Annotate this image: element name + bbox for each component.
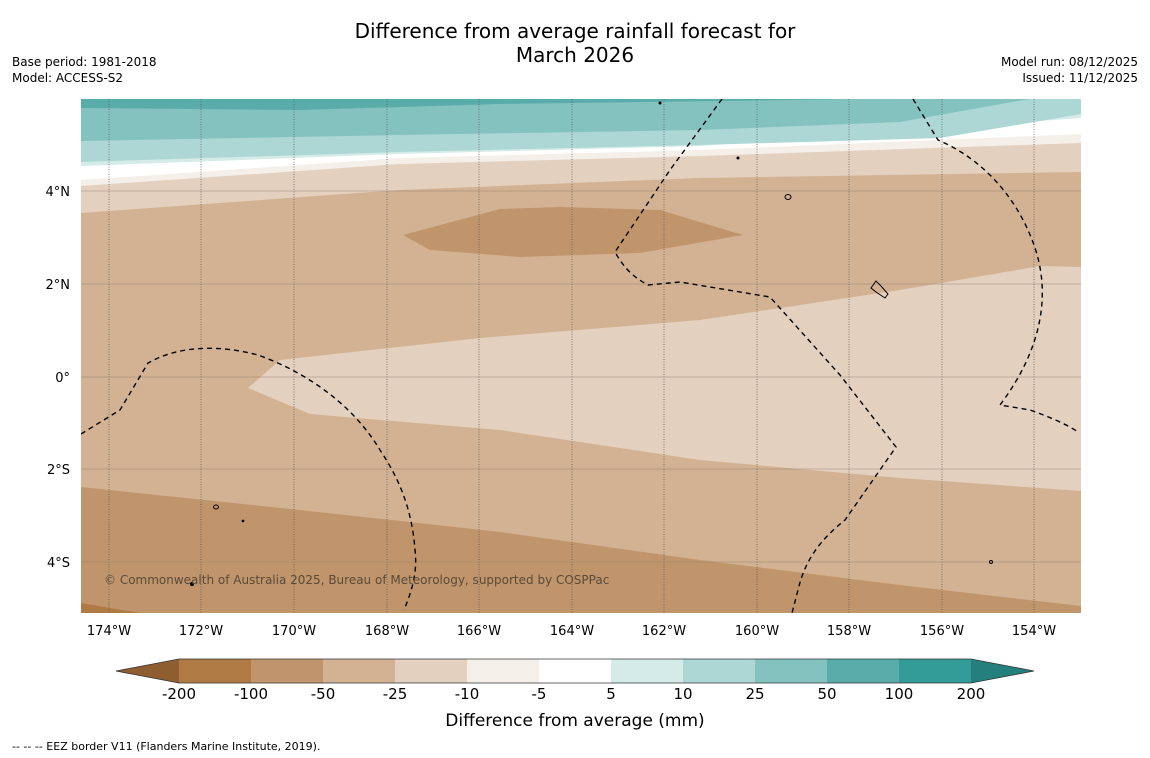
lon-label-172w: 172°W (179, 624, 223, 639)
colorbar-label-6: -5 (532, 685, 547, 703)
colorbar-outline (115, 658, 1035, 684)
colorbar-extend-low (116, 659, 179, 683)
title-line-2: March 2026 (515, 43, 635, 67)
issued-text: Issued: 11/12/2025 (1022, 71, 1138, 85)
colorbar-label-8: 10 (673, 685, 692, 703)
colorbar-segment-10 (827, 659, 899, 683)
region-dry-strong-south (81, 487, 1081, 613)
island-north (784, 194, 792, 200)
island-southeast (989, 560, 993, 564)
lat-label-2n: 2°N (46, 278, 71, 293)
lat-label-2s: 2°S (47, 463, 70, 478)
region-dry-very-strong-corner (81, 603, 140, 613)
colorbar-segment-2 (251, 659, 323, 683)
colorbar-label-10: 50 (817, 685, 836, 703)
copyright-notice: © Commonwealth of Australia 2025, Bureau… (104, 573, 609, 587)
colorbar-segment-5 (467, 659, 539, 683)
colorbar-segment-9 (755, 659, 827, 683)
title-line-1: Difference from average rainfall forecas… (354, 19, 796, 43)
region-wet-moderate (81, 99, 1030, 141)
lat-label-4n: 4°N (46, 185, 71, 200)
longitude-gridlines (108, 99, 1035, 613)
colorbar-label-9: 25 (745, 685, 764, 703)
latitude-labels: 4°N 2°N 0° 2°S 4°S (46, 185, 71, 571)
model-info: Base period: 1981-2018 Model: ACCESS-S2 (12, 54, 157, 86)
lon-label-156w: 156°W (920, 624, 964, 639)
lon-label-162w: 162°W (642, 624, 686, 639)
colorbar-extend-high (971, 659, 1034, 683)
colorbar-label-7: 5 (606, 685, 616, 703)
colorbar-segment-11 (899, 659, 971, 683)
colorbar-label-11: 100 (885, 685, 914, 703)
base-period-text: Base period: 1981-2018 (12, 55, 157, 69)
lon-label-170w: 170°W (272, 624, 316, 639)
colorbar-segment-1 (179, 659, 251, 683)
colorbar-label-1: -200 (162, 685, 196, 703)
colorbar-segment-7 (611, 659, 683, 683)
island-dot-central (736, 156, 740, 160)
longitude-labels: 174°W 172°W 170°W 168°W 166°W 164°W 162°… (87, 624, 1056, 639)
eez-border-east (912, 99, 1079, 433)
run-info: Model run: 08/12/2025 Issued: 11/12/2025 (1001, 54, 1138, 86)
lon-label-154w: 154°W (1012, 624, 1056, 639)
eez-borders (81, 99, 1079, 613)
island-south (190, 582, 194, 586)
eez-border-west (81, 347, 417, 611)
colorbar-segment-3 (323, 659, 395, 683)
island-dot-west (241, 519, 245, 523)
colorbar-label-12: 200 (957, 685, 986, 703)
colorbar-label-3: -50 (311, 685, 336, 703)
model-name-text: Model: ACCESS-S2 (12, 71, 124, 85)
colorbar-label-2: -100 (234, 685, 268, 703)
islands (190, 101, 993, 586)
colorbar-segment-8 (683, 659, 755, 683)
colorbar-title: Difference from average (mm) (445, 711, 704, 731)
lon-label-158w: 158°W (827, 624, 871, 639)
lon-label-174w: 174°W (87, 624, 131, 639)
map-panel: © Commonwealth of Australia 2025, Bureau… (81, 99, 1081, 613)
model-run-text: Model run: 08/12/2025 (1000, 55, 1138, 69)
colorbar-segment-4 (395, 659, 467, 683)
eez-border-central (614, 99, 897, 613)
lon-label-166w: 166°W (457, 624, 501, 639)
lat-label-equator: 0° (55, 371, 70, 386)
island-southwest (213, 504, 219, 510)
lon-label-160w: 160°W (735, 624, 779, 639)
region-dry-light-equator (248, 266, 1081, 491)
colorbar: -200 -100 -50 -25 -10 -5 5 10 25 50 100 … (115, 658, 1035, 731)
region-dry-strong-north (403, 207, 743, 257)
lat-label-4s: 4°S (47, 556, 70, 571)
eez-footnote: -- -- -- EEZ border V11 (Flanders Marine… (12, 740, 321, 753)
colorbar-label-4: -25 (383, 685, 408, 703)
region-wet-strong (81, 99, 850, 110)
colorbar-label-5: -10 (455, 685, 480, 703)
map-title: Difference from average rainfall forecas… (0, 19, 1150, 67)
lon-label-164w: 164°W (550, 624, 594, 639)
latitude-gridlines (81, 190, 1081, 563)
lon-label-168w: 168°W (365, 624, 409, 639)
island-dot-north (658, 101, 662, 105)
island-atoll (870, 280, 889, 299)
colorbar-segment-6 (539, 659, 611, 683)
